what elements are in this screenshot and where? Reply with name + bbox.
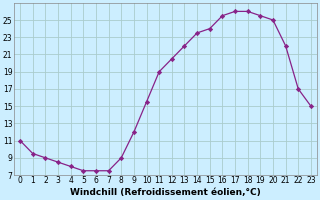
X-axis label: Windchill (Refroidissement éolien,°C): Windchill (Refroidissement éolien,°C) [70, 188, 261, 197]
